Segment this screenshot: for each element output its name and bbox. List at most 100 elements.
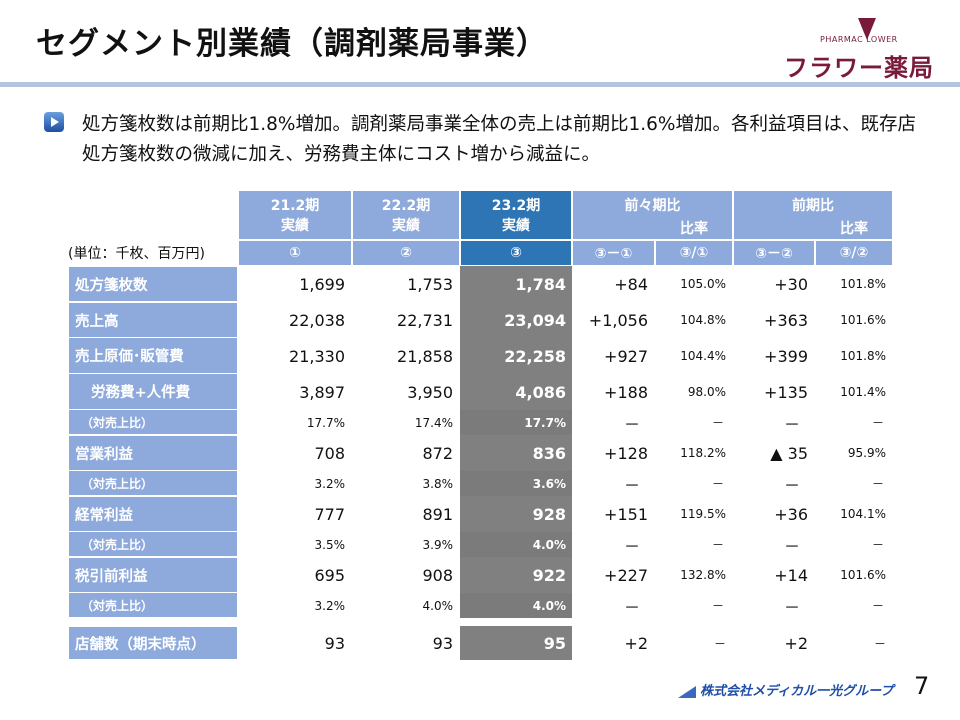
table-cell: 1,753 (407, 274, 453, 294)
table-cell: 21,858 (397, 346, 453, 366)
table-cell: 101.4% (840, 385, 886, 399)
table-cell: +188 (604, 382, 648, 402)
table-cell: 3.5% (314, 537, 346, 552)
table-cell: 101.6% (840, 313, 886, 327)
row-label: 処方箋枚数 (69, 267, 237, 301)
table-cell: +84 (614, 274, 648, 294)
table-cell: 922 (460, 557, 572, 593)
table-cell: +2 (624, 633, 648, 653)
period-label: 21.2期 (270, 198, 320, 214)
table-cell: 4.0% (460, 593, 572, 618)
period-header: 22.2期実績 (353, 191, 459, 239)
table-cell: +151 (604, 504, 648, 524)
table-cell: +2 (784, 633, 808, 653)
logo-main: フラワー薬局 (784, 54, 934, 82)
period-label: 22.2期 (381, 198, 431, 214)
table-cell: 4.0% (422, 598, 454, 613)
row-label: （対売上比） (69, 471, 237, 495)
period-label: 23.2期 (491, 198, 541, 214)
table-cell: +1,056 (588, 310, 648, 330)
table-cell: 3,950 (407, 382, 453, 402)
diff-index: ③－② (734, 241, 814, 265)
table-cell: 908 (422, 565, 453, 585)
table-cell: +227 (604, 565, 648, 585)
row-label: 経常利益 (69, 497, 237, 531)
table-cell: 4,086 (460, 374, 572, 410)
table-cell: 708 (314, 443, 345, 463)
table-cell: － (713, 636, 726, 651)
table-cell: － (873, 636, 886, 651)
table-cell: 119.5% (680, 507, 726, 521)
table-cell: 17.7% (460, 410, 572, 435)
period-header: 23.2期実績 (461, 191, 571, 239)
table-cell: － (711, 599, 724, 613)
table-cell: － (783, 597, 800, 617)
table-cell: 104.8% (680, 313, 726, 327)
page-title: セグメント別業績（調剤薬局事業） (36, 26, 548, 62)
table-cell: +30 (774, 274, 808, 294)
row-label: （対売上比） (69, 593, 237, 617)
row-label: 税引前利益 (69, 558, 237, 592)
table-cell: 17.7% (306, 415, 345, 430)
company-name: 株式会社メディカル一光グループ (700, 684, 894, 699)
table-cell: +927 (604, 346, 648, 366)
table-cell: 3.8% (422, 476, 454, 491)
ratio-header: 比率 (816, 216, 892, 239)
table-cell: － (783, 536, 800, 556)
table-cell: 17.4% (414, 415, 453, 430)
compare-label: 前々期比 (624, 198, 681, 214)
table-cell: 101.6% (840, 568, 886, 582)
table-cell: － (711, 416, 724, 430)
period-header: 21.2期実績 (239, 191, 351, 239)
table-cell: 95.9% (847, 446, 886, 460)
table-cell: － (871, 477, 884, 491)
table-cell: 836 (460, 435, 572, 471)
diff-index: ③－① (573, 241, 654, 265)
page-number: 7 (914, 672, 930, 700)
bullet-arrow-icon (44, 112, 64, 132)
table-cell: 22,258 (460, 338, 572, 374)
table-cell: 4.0% (460, 532, 572, 557)
table-cell: +36 (774, 504, 808, 524)
table-cell: 3.2% (314, 476, 346, 491)
table-cell: 928 (460, 496, 572, 532)
table-cell: － (711, 538, 724, 552)
flower-icon (858, 18, 876, 40)
summary-text: 処方箋枚数は前期比1.8%増加。調剤薬局事業全体の売上は前期比1.6%増加。各利… (82, 114, 917, 165)
table-cell: 891 (422, 504, 453, 524)
table-cell: － (623, 475, 640, 495)
table-cell: +135 (764, 382, 808, 402)
table-cell: 3.6% (460, 471, 572, 496)
period-sub: 実績 (502, 218, 530, 234)
table-cell: 3.9% (422, 537, 454, 552)
table-cell: － (623, 536, 640, 556)
company-logo: 株式会社メディカル一光グループ (678, 680, 893, 699)
table-cell: － (711, 477, 724, 491)
table-cell: － (871, 416, 884, 430)
table-cell: 23,094 (460, 302, 572, 338)
period-sub: 実績 (392, 218, 420, 234)
table-cell: 22,038 (289, 310, 345, 330)
table-cell: ▲ 35 (770, 443, 808, 463)
table-cell: － (783, 414, 800, 434)
table-cell: 21,330 (289, 346, 345, 366)
table-cell: 101.8% (840, 349, 886, 363)
table-cell: 132.8% (680, 568, 726, 582)
compare-label: 前期比 (792, 198, 834, 214)
row-label: （対売上比） (69, 410, 237, 434)
table-cell: 104.1% (840, 507, 886, 521)
ratio-index: ③/① (656, 241, 732, 265)
period-sub: 実績 (281, 218, 309, 234)
table-cell: － (783, 475, 800, 495)
table-cell: +399 (764, 346, 808, 366)
logo-sub: PHARMAC LOWER (820, 35, 898, 44)
table-cell: 3.2% (314, 598, 346, 613)
table-cell: 105.0% (680, 277, 726, 291)
period-index: ③ (461, 241, 571, 265)
table-cell: 695 (314, 565, 345, 585)
row-label: 店舗数（期末時点） (69, 627, 237, 659)
table-cell: 118.2% (680, 446, 726, 460)
table-cell: +14 (774, 565, 808, 585)
unit-label: (単位：千枚、百万円) (68, 246, 205, 262)
table-cell: 1,784 (460, 266, 572, 302)
